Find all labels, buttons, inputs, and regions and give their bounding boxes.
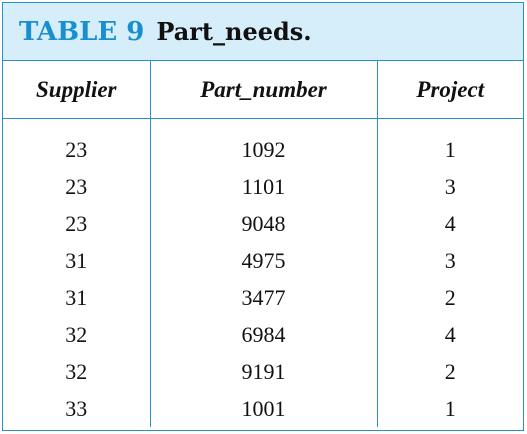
part-number-cell: 6984 bbox=[149, 316, 377, 353]
supplier-cell: 23 bbox=[65, 173, 88, 199]
part-number-cell: 1101 bbox=[149, 168, 377, 205]
header-row: Supplier Part_number Project bbox=[3, 61, 523, 119]
table-row: 32 6984 4 bbox=[3, 316, 523, 353]
supplier-cell: 31 bbox=[65, 284, 88, 310]
table-row: 23 9048 4 bbox=[3, 205, 523, 242]
supplier-cell: 23 bbox=[65, 136, 88, 162]
supplier-cell: 31 bbox=[65, 247, 88, 273]
supplier-cell: 32 bbox=[65, 358, 88, 384]
table-row: 33 1001 1 bbox=[3, 390, 523, 427]
table-row: 23 1092 1 bbox=[3, 118, 523, 168]
part-number-cell: 1001 bbox=[149, 390, 377, 427]
project-cell: 4 bbox=[376, 205, 523, 242]
project-cell: 4 bbox=[376, 316, 523, 353]
table-row: 31 3477 2 bbox=[3, 279, 523, 316]
table-row: 31 4975 3 bbox=[3, 242, 523, 279]
table-number: TABLE 9 bbox=[19, 16, 145, 47]
supplier-cell: 23 bbox=[65, 210, 88, 236]
column-header-project: Project bbox=[376, 61, 523, 119]
table-row: 23 1101 3 bbox=[3, 168, 523, 205]
table-caption: TABLE 9 Part_needs. bbox=[3, 3, 523, 61]
table-row: 32 9191 2 bbox=[3, 353, 523, 390]
project-cell: 2 bbox=[376, 279, 523, 316]
part-number-cell: 9048 bbox=[149, 205, 377, 242]
project-cell: 2 bbox=[376, 353, 523, 390]
part-needs-table: TABLE 9 Part_needs. Supplier Part_number… bbox=[2, 2, 524, 431]
project-cell: 1 bbox=[376, 390, 523, 427]
table-title: Part_needs. bbox=[156, 17, 312, 46]
supplier-cell: 33 bbox=[65, 395, 88, 421]
part-number-cell: 9191 bbox=[149, 353, 377, 390]
project-cell: 1 bbox=[376, 118, 523, 168]
part-number-cell: 4975 bbox=[149, 242, 377, 279]
part-number-cell: 3477 bbox=[149, 279, 377, 316]
data-table: Supplier Part_number Project 23 1092 1 2… bbox=[3, 61, 523, 427]
column-header-part-number: Part_number bbox=[149, 61, 377, 119]
supplier-cell: 32 bbox=[65, 321, 88, 347]
part-number-cell: 1092 bbox=[149, 118, 377, 168]
project-cell: 3 bbox=[376, 168, 523, 205]
column-header-supplier: Supplier bbox=[3, 61, 150, 119]
project-cell: 3 bbox=[376, 242, 523, 279]
